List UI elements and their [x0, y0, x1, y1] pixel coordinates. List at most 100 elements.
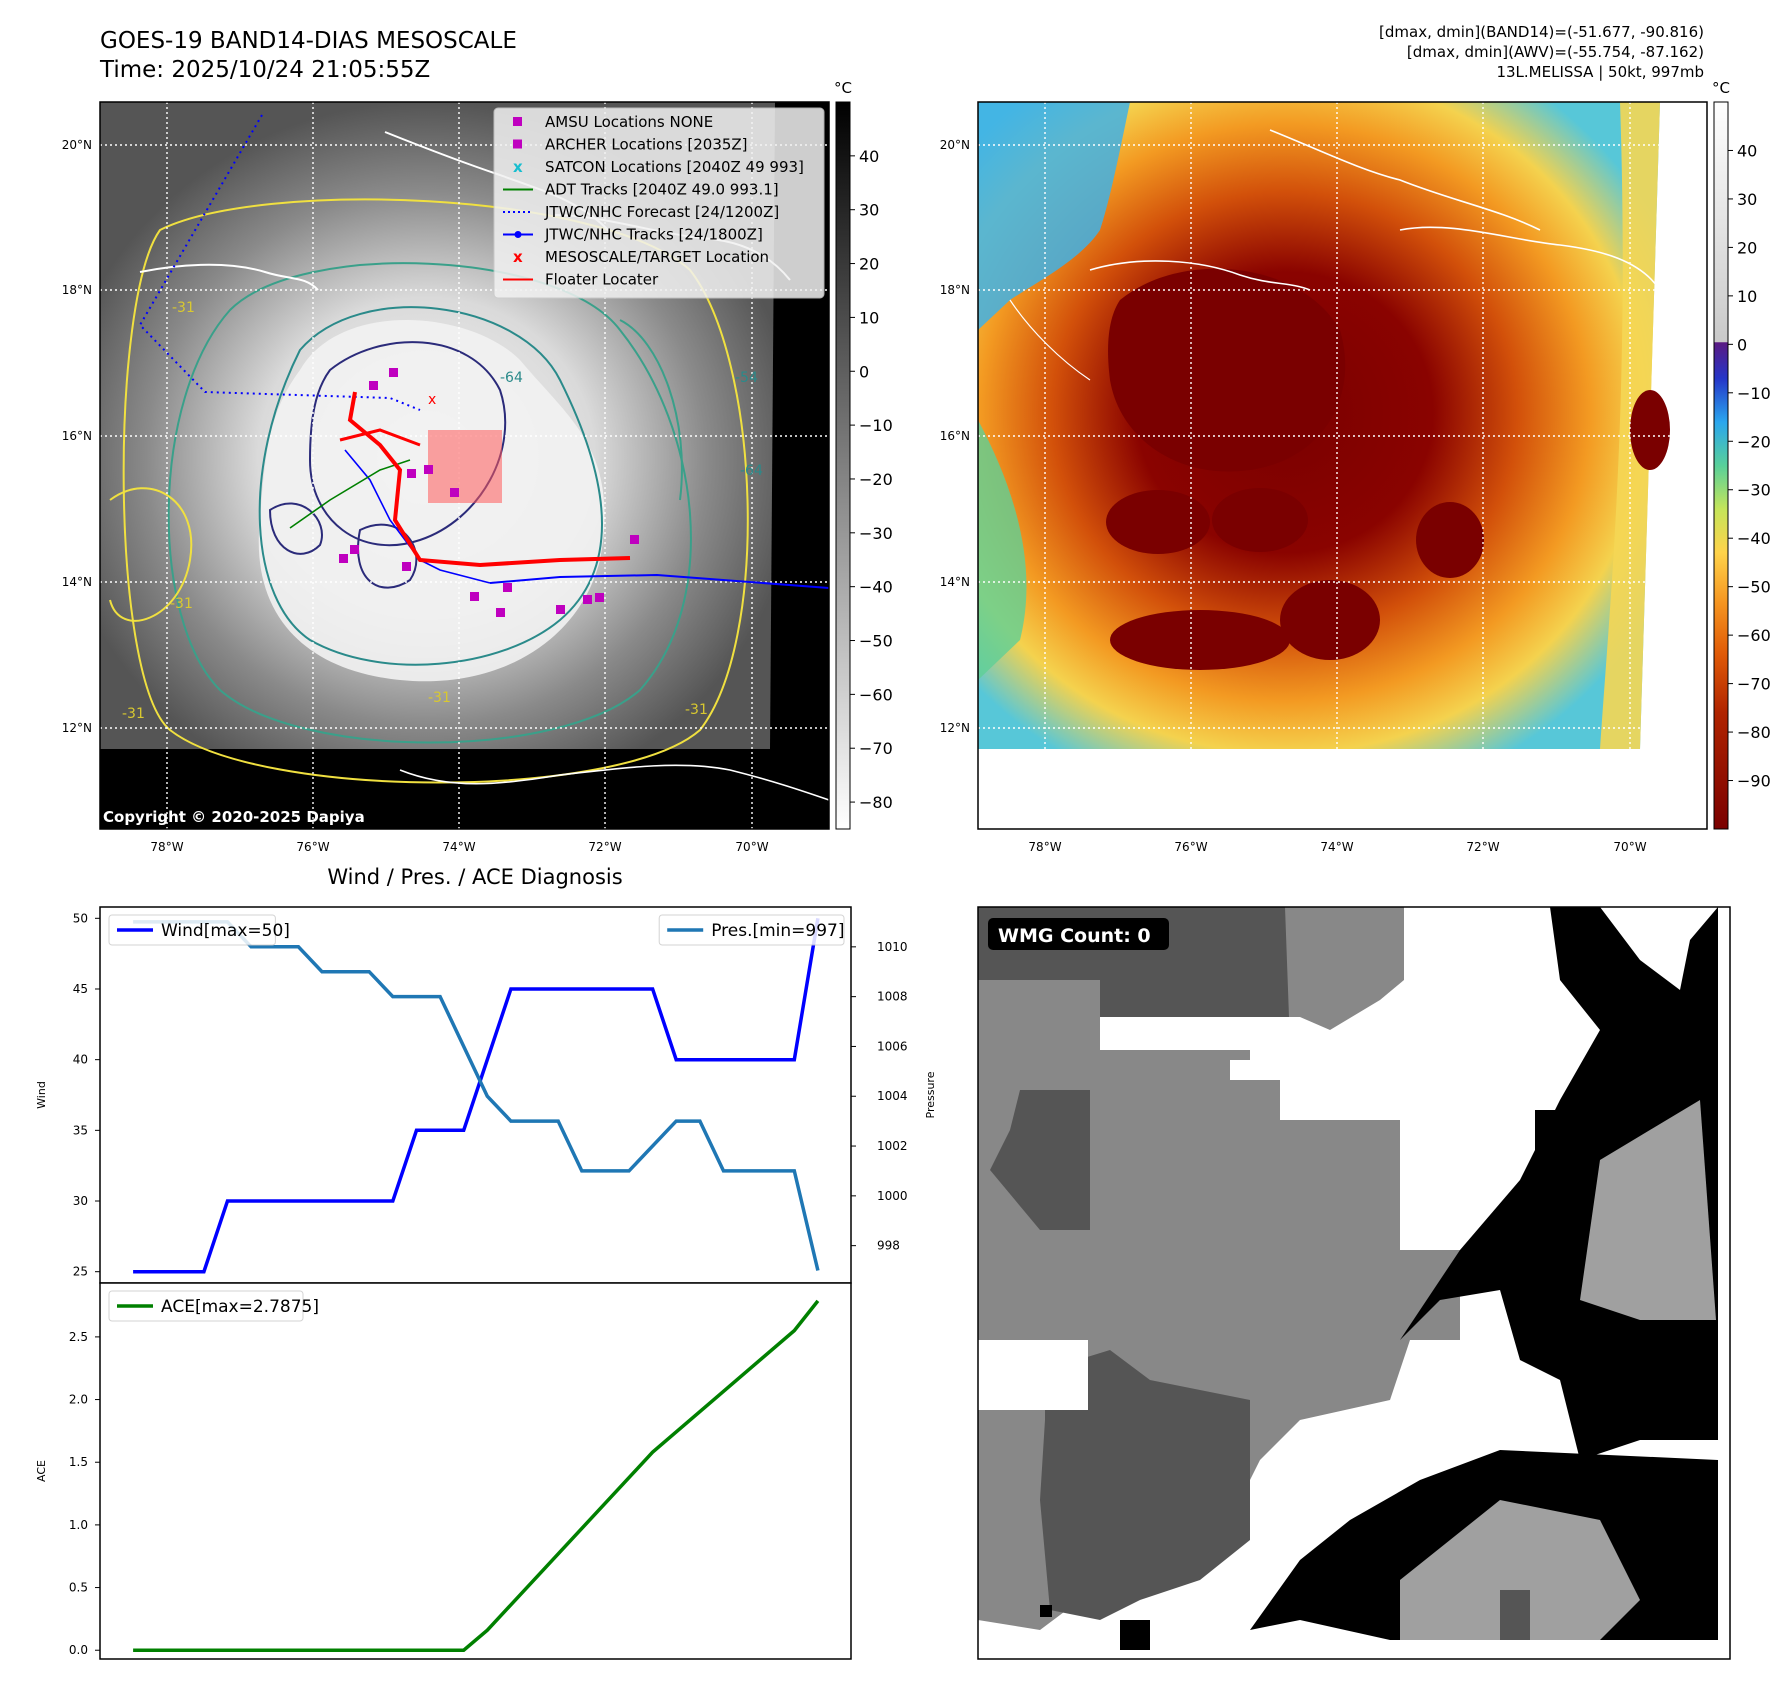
legend-label: Floater Locater [545, 271, 659, 289]
wmg-count-label: WMG Count: 0 [998, 925, 1151, 947]
lat-tick-label: 12°N [940, 721, 970, 735]
y-tick-label: 25 [73, 1265, 88, 1279]
wmg-panel: WMG Count: 0 [978, 907, 1730, 1659]
colorbar-tick-label: −10 [1737, 384, 1771, 403]
legend-entry: Floater Locater [503, 271, 659, 289]
contour-label: -31 [685, 702, 708, 718]
y2-tick-label: 1008 [877, 990, 908, 1004]
legend-label: ACE[max=2.7875] [161, 1297, 319, 1317]
contour-label: -31 [428, 690, 451, 706]
info-line1: [dmax, dmin](BAND14)=(-51.677, -90.816) [1379, 23, 1704, 41]
y2-tick-label: 1006 [877, 1039, 908, 1053]
lat-tick-label: 18°N [62, 283, 92, 297]
lat-tick-label: 20°N [62, 138, 92, 152]
y-tick-label: 0.0 [69, 1643, 88, 1657]
colorbar-tick-label: −50 [859, 632, 893, 651]
y-tick-label: 30 [73, 1194, 88, 1208]
y2-tick-label: 1002 [877, 1139, 908, 1153]
colorbar-tick-label: −50 [1737, 578, 1771, 597]
y2-tick-label: 1000 [877, 1189, 908, 1203]
colorbar-tick-label: −80 [1737, 723, 1771, 742]
colorbar-tick-label: 0 [1737, 335, 1747, 354]
y-tick-label: 45 [73, 982, 88, 996]
lat-tick-label: 12°N [62, 721, 92, 735]
contour-label: -64 [740, 463, 763, 479]
colorbar-tick-label: −20 [859, 470, 893, 489]
legend-marker: x [513, 248, 523, 266]
y-tick-label: 2.5 [69, 1330, 88, 1344]
contour-label: -54 [735, 370, 758, 386]
contour-label: -31 [170, 596, 193, 612]
y-tick-label: 50 [73, 911, 88, 925]
y-axis-label: Wind [35, 1081, 48, 1109]
svg-text:x: x [428, 392, 436, 408]
legend-label: SATCON Locations [2040Z 49 993] [545, 158, 804, 176]
lon-tick-label: 76°W [1174, 840, 1207, 854]
legend-label: JTWC/NHC Tracks [24/1800Z] [544, 226, 763, 244]
colorbar-tick-label: 0 [859, 362, 869, 381]
contour-label: -31 [122, 706, 145, 722]
y2-tick-label: 1004 [877, 1089, 908, 1103]
y2-tick-label: 1010 [877, 940, 908, 954]
legend-entry: x MESOSCALE/TARGET Location [513, 248, 769, 266]
y-tick-label: 1.0 [69, 1518, 88, 1532]
colorbar-tick-label: −40 [1737, 529, 1771, 548]
info-line2: [dmax, dmin](AWV)=(-55.754, -87.162) [1406, 43, 1704, 61]
y-axis-label: ACE [35, 1460, 48, 1482]
chart-legend: ACE[max=2.7875] [108, 1290, 319, 1322]
colorbar-tick-label: −30 [859, 524, 893, 543]
legend-label: JTWC/NHC Forecast [24/1200Z] [544, 203, 779, 221]
colorbar-tick-label: −80 [859, 793, 893, 812]
legend-entry: ARCHER Locations [2035Z] [513, 136, 748, 154]
legend-marker: x [513, 158, 523, 176]
lon-tick-label: 78°W [150, 840, 183, 854]
map-panel-awv [978, 102, 1707, 829]
y2-tick-label: 998 [877, 1239, 900, 1253]
legend-entry: JTWC/NHC Forecast [24/1200Z] [503, 203, 779, 221]
lon-tick-label: 78°W [1028, 840, 1061, 854]
lon-tick-label: 72°W [1466, 840, 1499, 854]
y-tick-label: 35 [73, 1123, 88, 1137]
contour-label: -31 [172, 300, 195, 316]
colorbar-ir: °C 40 30 20 10 0 −10 −20 −30 −40 −50 −60 −70 −80 [834, 79, 893, 830]
lon-tick-label: 72°W [588, 840, 621, 854]
y-tick-label: 1.5 [69, 1455, 88, 1469]
copyright-text: Copyright © 2020-2025 Dapiya [103, 808, 365, 826]
lon-tick-label: 74°W [1320, 840, 1353, 854]
colorbar-tick-label: 20 [859, 255, 879, 274]
colorbar-tick-label: −20 [1737, 432, 1771, 451]
floater-box [428, 430, 502, 503]
legend-label: ADT Tracks [2040Z 49.0 993.1] [545, 181, 779, 199]
legend-entry: JTWC/NHC Tracks [24/1800Z] [503, 226, 763, 244]
map-legend: AMSU Locations NONE ARCHER Locations [203… [493, 107, 825, 299]
figure-title-line1: GOES-19 BAND14-DIAS MESOSCALE [100, 28, 517, 54]
ace-chart: 0.0 0.5 1.0 1.5 2.0 2.5 ACE ACE[max=2.7875] [35, 1282, 852, 1660]
colorbar-awv: °C 40 30 20 10 0 −10 −20 −30 −40 −50 −60 −70 −80 −90 [1712, 79, 1771, 830]
colorbar-tick-label: −10 [859, 416, 893, 435]
legend-label: AMSU Locations NONE [545, 113, 713, 131]
colorbar-tick-label: −60 [859, 685, 893, 704]
lat-tick-label: 18°N [940, 283, 970, 297]
legend-label: Wind[max=50] [161, 921, 290, 941]
map-awv-axis-ticks: 78°W 76°W 74°W 72°W 70°W 20°N 18°N 16°N 14°N 12°N [940, 138, 1647, 854]
info-line3: 13L.MELISSA | 50kt, 997mb [1496, 63, 1704, 81]
legend-label: MESOSCALE/TARGET Location [545, 248, 769, 266]
legend-marker [513, 139, 522, 149]
colorbar-tick-label: 10 [1737, 287, 1757, 306]
legend-marker-dot [514, 231, 522, 238]
figure-title-line2: Time: 2025/10/24 21:05:55Z [100, 57, 431, 83]
colorbar-tick-label: −90 [1737, 772, 1771, 791]
colorbar-tick-label: −30 [1737, 481, 1771, 500]
lat-tick-label: 14°N [940, 575, 970, 589]
lon-tick-label: 70°W [735, 840, 768, 854]
colorbar-tick-label: 40 [859, 147, 879, 166]
colorbar-tick-label: 10 [859, 308, 879, 327]
y-tick-label: 0.5 [69, 1581, 88, 1595]
series-line [133, 920, 820, 1271]
lon-tick-label: 70°W [1613, 840, 1646, 854]
legend-entry: ADT Tracks [2040Z 49.0 993.1] [503, 181, 779, 199]
colorbar-tick-label: −70 [859, 739, 893, 758]
y-tick-label: 40 [73, 1053, 88, 1067]
